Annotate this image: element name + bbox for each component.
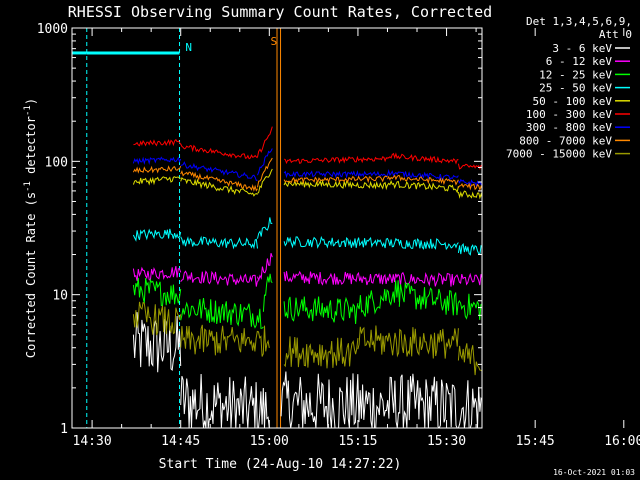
series-line-1-0 (132, 265, 182, 281)
series-line-6-1 (180, 161, 258, 181)
generation-timestamp: 16-Oct-2021 01:03 (553, 468, 635, 477)
series-line-8-4 (457, 343, 482, 376)
series-line-5-1 (180, 143, 258, 160)
y-tick-label: 1000 (37, 22, 68, 37)
legend-header-attenuator: Att 0 (599, 28, 632, 41)
chart-title: RHESSI Observing Summary Count Rates, Co… (68, 3, 492, 21)
series-line-0-2 (280, 371, 482, 428)
legend-entry-label: 300 - 800 keV (526, 121, 612, 134)
x-tick-label: 15:30 (427, 434, 466, 449)
series-line-4-0 (132, 176, 181, 186)
series-line-6-4 (387, 168, 459, 181)
series-line-2-5 (398, 282, 482, 320)
legend-entry-label: 6 - 12 keV (546, 55, 613, 68)
series-line-0-0 (132, 312, 182, 373)
series-line-7-1 (180, 169, 258, 192)
legend-entry-label: 50 - 100 keV (533, 95, 613, 108)
series-line-5-5 (457, 163, 482, 170)
x-tick-label: 15:00 (250, 434, 289, 449)
series-line-6-2 (257, 148, 273, 176)
series-line-2-1 (180, 298, 264, 329)
series-line-2-0 (132, 277, 182, 307)
marker-label-s: S (271, 35, 278, 48)
series-line-3-4 (457, 243, 482, 256)
x-tick-label: 14:30 (73, 434, 112, 449)
series-line-1-3 (283, 270, 482, 287)
series-line-3-1 (180, 235, 258, 250)
series-line-5-3 (283, 155, 388, 165)
series-line-3-2 (257, 217, 273, 239)
legend-entry-label: 800 - 7000 keV (519, 134, 612, 147)
legend-entry-label: 12 - 25 keV (539, 68, 612, 81)
plot-area (72, 28, 482, 428)
x-tick-label: 16:00 (604, 434, 640, 449)
series-line-7-2 (257, 157, 273, 188)
series-line-4-1 (180, 177, 258, 197)
y-tick-label: 100 (45, 155, 68, 170)
series-line-8-2 (283, 336, 359, 369)
axes: 14:30 14:45 15:00 15:15 15:30 15:45 16:00 1 10 10… (37, 22, 640, 449)
series-line-1-1 (180, 270, 258, 287)
series-line-2-4 (357, 280, 400, 317)
y-tick-label: 10 (52, 289, 68, 304)
y-axis-label: Corrected Count Rate (s-1 detector-1) (23, 98, 38, 358)
series-line-4-2 (257, 168, 273, 194)
series-line-2-2 (262, 273, 273, 312)
x-axis-label: Start Time (24-Aug-10 14:27:22) (159, 457, 402, 472)
series-line-4-5 (457, 190, 482, 200)
series-line-8-1 (180, 324, 270, 357)
series-line-8-3 (357, 325, 459, 359)
marker-label-n: N (185, 41, 192, 54)
series-line-0-1 (180, 373, 270, 428)
legend-entry-label: 3 - 6 keV (552, 42, 612, 55)
series-line-6-0 (132, 156, 182, 166)
series-group (72, 28, 482, 428)
series-line-7-5 (457, 182, 482, 192)
series-line-7-3 (283, 175, 388, 184)
series-line-8-0 (132, 301, 182, 336)
series-line-3-3 (283, 235, 459, 251)
x-tick-label: 15:15 (338, 434, 377, 449)
legend-entry-label: 25 - 50 keV (539, 82, 612, 95)
legend-header-detectors: Det 1,3,4,5,6,9, (526, 15, 632, 28)
series-line-1-2 (257, 253, 273, 282)
series-line-4-3 (283, 179, 388, 191)
series-line-4-4 (387, 179, 459, 194)
legend-entry-label: 100 - 300 keV (526, 108, 612, 121)
series-line-6-3 (283, 169, 388, 179)
series-line-3-0 (132, 228, 182, 242)
series-line-6-5 (457, 178, 482, 187)
legend-entry-label: 7000 - 15000 keV (506, 148, 612, 161)
series-line-7-0 (132, 165, 182, 174)
x-tick-label: 15:45 (516, 434, 555, 449)
series-line-5-0 (133, 138, 182, 147)
series-line-5-4 (387, 152, 459, 165)
x-tick-label: 14:45 (161, 434, 200, 449)
plot-frame (71, 27, 483, 429)
series-line-2-3 (283, 296, 359, 325)
y-tick-label: 1 (60, 422, 68, 437)
series-line-7-4 (387, 174, 459, 186)
series-line-5-2 (257, 126, 273, 158)
